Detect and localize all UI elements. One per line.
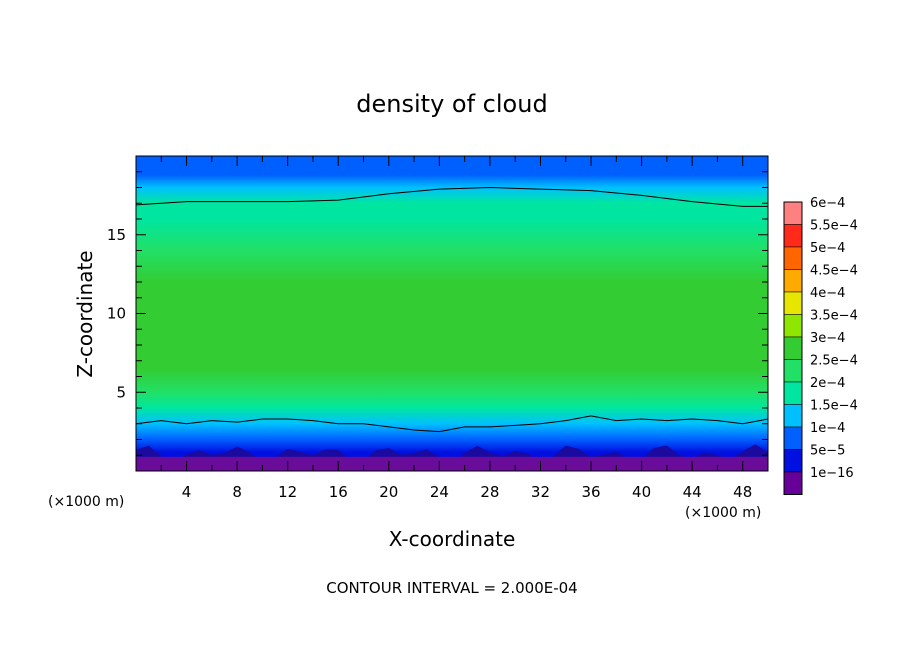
colorbar-swatch <box>783 224 803 248</box>
x-tick-label: 20 <box>379 483 398 501</box>
colorbar-label: 3e−4 <box>810 331 845 346</box>
colorbar-swatch <box>783 269 803 293</box>
x-tick-label: 4 <box>182 483 192 501</box>
colorbar-label: 6e−4 <box>810 196 845 211</box>
x-tick-label: 12 <box>278 483 297 501</box>
colorbar-label: 5e−4 <box>810 241 845 256</box>
colorbar-label: 3.5e−4 <box>810 309 858 324</box>
y-axis-ticks <box>136 171 768 456</box>
colorbar-swatch <box>783 449 803 473</box>
x-tick-label: 44 <box>683 483 702 501</box>
colorbar-label: 4e−4 <box>810 286 845 301</box>
x-axis-ticks <box>160 156 769 471</box>
colorbar-label: 4.5e−4 <box>810 264 858 279</box>
colorbar-swatch <box>783 359 803 383</box>
x-tick-label: 28 <box>480 483 499 501</box>
plot-area <box>135 155 769 472</box>
x-axis-label: X-coordinate <box>389 527 516 551</box>
contour-interval-note: CONTOUR INTERVAL = 2.000E-04 <box>326 579 577 597</box>
colorbar-label: 5e−5 <box>810 444 845 459</box>
x-tick-labels: 4 8 12 16 20 24 28 32 36 40 44 48 <box>182 483 752 501</box>
colorbar-label: 5.5e−4 <box>810 219 858 234</box>
y-tick-label: 10 <box>107 305 126 323</box>
colorbar: 6e−4 5.5e−4 5e−4 4.5e−4 4e−4 3.5e−4 3e−4 2.5e−4… <box>783 196 858 495</box>
x-tick-label: 48 <box>733 483 752 501</box>
colorbar-label: 2e−4 <box>810 376 845 391</box>
y-tick-label: 5 <box>116 383 126 401</box>
density-field <box>136 156 768 471</box>
surface-base <box>136 456 768 471</box>
colorbar-swatch <box>783 201 803 225</box>
colorbar-swatch <box>783 471 803 495</box>
colorbar-swatch <box>783 404 803 428</box>
x-unit-left: (×1000 m) <box>48 494 124 510</box>
colorbar-label: 1e−4 <box>810 421 845 436</box>
x-tick-label: 32 <box>531 483 550 501</box>
colorbar-label: 2.5e−4 <box>810 354 858 369</box>
colorbar-frame <box>783 201 803 495</box>
colorbar-swatch <box>783 381 803 405</box>
x-unit-right: (×1000 m) <box>685 505 761 521</box>
x-tick-label: 40 <box>632 483 651 501</box>
chart-title: density of cloud <box>356 90 547 118</box>
contour-line <box>136 186 768 207</box>
x-tick-label: 16 <box>329 483 348 501</box>
x-tick-label: 36 <box>581 483 600 501</box>
y-axis-label: Z-coordinate <box>73 250 97 377</box>
y-tick-labels: 5 10 15 <box>107 226 126 402</box>
colorbar-swatch <box>783 291 803 315</box>
colorbar-swatch <box>783 314 803 338</box>
colorbar-label: 1e−16 <box>810 466 854 481</box>
colorbar-swatch <box>783 336 803 360</box>
contour-lines <box>136 186 768 433</box>
colorbar-swatch <box>783 246 803 270</box>
x-tick-label: 8 <box>232 483 242 501</box>
colorbar-swatch <box>783 426 803 450</box>
y-tick-label: 15 <box>107 226 126 244</box>
x-tick-label: 24 <box>430 483 449 501</box>
colorbar-label: 1.5e−4 <box>810 399 858 414</box>
contour-line <box>136 415 768 433</box>
surface-layer <box>136 444 768 471</box>
